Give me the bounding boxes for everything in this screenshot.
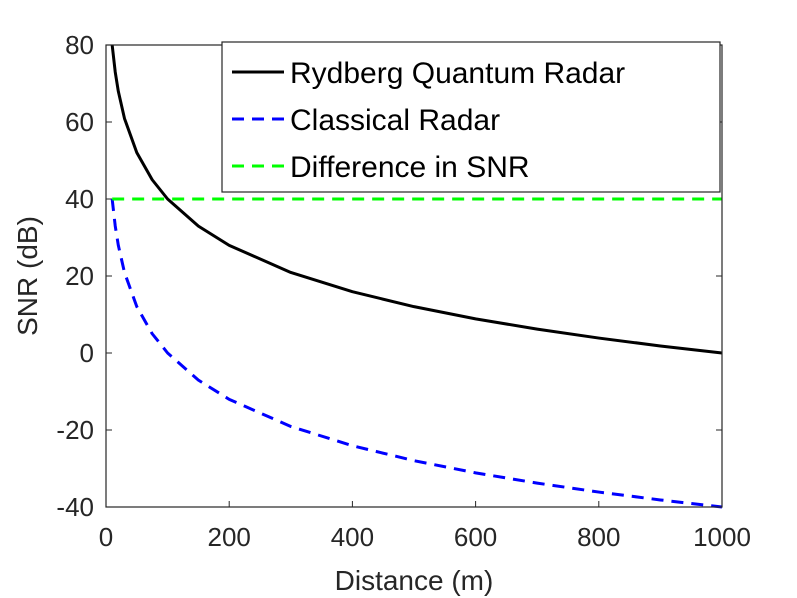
- series-line-rydberg-quantum-radar: [110, 44, 723, 355]
- x-tick-label: 200: [208, 522, 251, 552]
- y-tick-label: -20: [56, 415, 94, 445]
- legend-label: Classical Radar: [290, 104, 500, 137]
- x-axis: 0 200 400 600 800 1000: [99, 45, 751, 552]
- y-tick-label: 40: [65, 184, 94, 214]
- legend-label: Difference in SNR: [290, 151, 530, 184]
- x-tick-label: 1000: [693, 522, 751, 552]
- x-tick-label: 400: [331, 522, 374, 552]
- y-axis-title: SNR (dB): [12, 216, 43, 336]
- y-tick-label: 20: [65, 261, 94, 291]
- legend-box: [221, 41, 721, 193]
- y-tick-label: -40: [56, 492, 94, 522]
- y-axis: -40 -20 0 20 40 60 80: [56, 30, 722, 522]
- legend-label: Rydberg Quantum Radar: [290, 57, 625, 90]
- series-line-classical-radar: [110, 198, 723, 509]
- y-tick-label: 60: [65, 107, 94, 137]
- y-tick-label: 80: [65, 30, 94, 60]
- y-tick-label: 0: [80, 338, 94, 368]
- x-tick-label: 0: [99, 522, 113, 552]
- legend: Rydberg Quantum Radar Classical Radar Diff…: [221, 41, 721, 193]
- x-tick-label: 800: [577, 522, 620, 552]
- x-tick-label: 600: [454, 522, 497, 552]
- x-axis-title: Distance (m): [335, 565, 494, 596]
- series-layer: [110, 44, 723, 509]
